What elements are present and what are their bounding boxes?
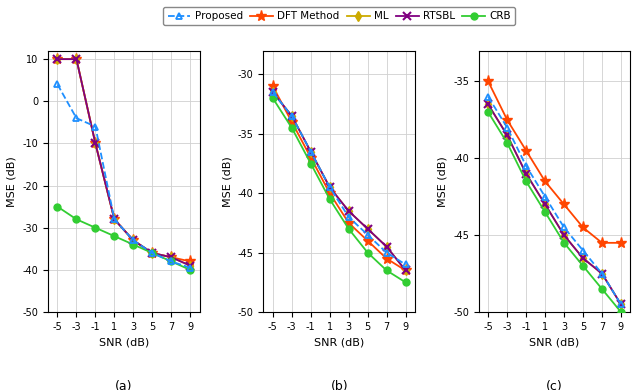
Y-axis label: MSE (dB): MSE (dB) (7, 156, 17, 207)
Text: (b): (b) (330, 380, 348, 390)
X-axis label: SNR (dB): SNR (dB) (529, 337, 580, 347)
X-axis label: SNR (dB): SNR (dB) (314, 337, 364, 347)
Text: (c): (c) (546, 380, 563, 390)
Y-axis label: MSE (dB): MSE (dB) (222, 156, 232, 207)
X-axis label: SNR (dB): SNR (dB) (99, 337, 149, 347)
Legend: Proposed, DFT Method, ML, RTSBL, CRB: Proposed, DFT Method, ML, RTSBL, CRB (163, 7, 515, 25)
Text: (a): (a) (115, 380, 132, 390)
Y-axis label: MSE (dB): MSE (dB) (438, 156, 447, 207)
